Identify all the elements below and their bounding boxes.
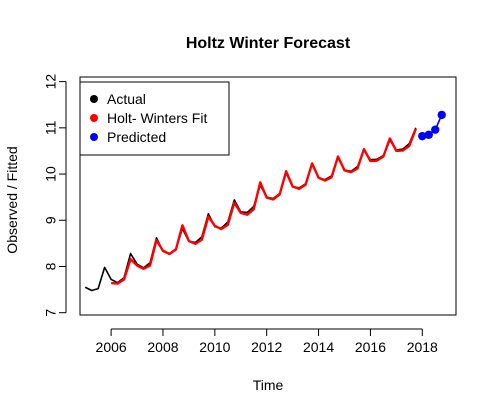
- x-axis-label: Time: [253, 377, 284, 393]
- y-tick-label: 9: [43, 216, 59, 224]
- y-tick-label: 7: [43, 309, 59, 317]
- chart-title: Holtz Winter Forecast: [186, 35, 351, 52]
- x-tick-label: 2010: [199, 339, 230, 355]
- x-tick-label: 2006: [96, 339, 127, 355]
- y-tick-label: 11: [43, 120, 59, 135]
- y-tick-label: 12: [43, 74, 59, 90]
- legend-box: [79, 81, 230, 156]
- x-tick-label: 2016: [355, 339, 386, 355]
- series-point-predicted: [431, 125, 440, 134]
- series-point-predicted: [418, 131, 427, 141]
- legend-label: Holt- Winters Fit: [107, 110, 207, 126]
- x-tick-label: 2008: [147, 339, 178, 355]
- x-tick-label: 2018: [407, 339, 438, 355]
- legend-marker: [90, 133, 98, 141]
- series-line-holt-winters-fit: [111, 128, 417, 285]
- legend-label: Actual: [107, 91, 146, 107]
- y-tick-label: 10: [43, 166, 59, 182]
- x-tick-label: 2012: [251, 339, 282, 355]
- legend: Actual Holt- Winters Fit Predicted: [79, 81, 230, 156]
- series-point-predicted: [424, 130, 433, 139]
- legend-label: Predicted: [107, 129, 166, 145]
- y-tick-label: 8: [43, 262, 59, 270]
- legend-marker: [90, 114, 98, 122]
- plot-area: [84, 110, 446, 292]
- x-axis: 2006 2008 2010 2012 2014 2016 2018: [96, 328, 438, 355]
- y-axis: 7 8 9 10 11 12: [43, 74, 67, 317]
- legend-marker: [90, 95, 98, 103]
- x-tick-label: 2014: [303, 339, 334, 355]
- y-axis-label: Observed / Fitted: [4, 146, 20, 253]
- series-point-predicted: [437, 110, 446, 120]
- plot-frame: [79, 76, 457, 316]
